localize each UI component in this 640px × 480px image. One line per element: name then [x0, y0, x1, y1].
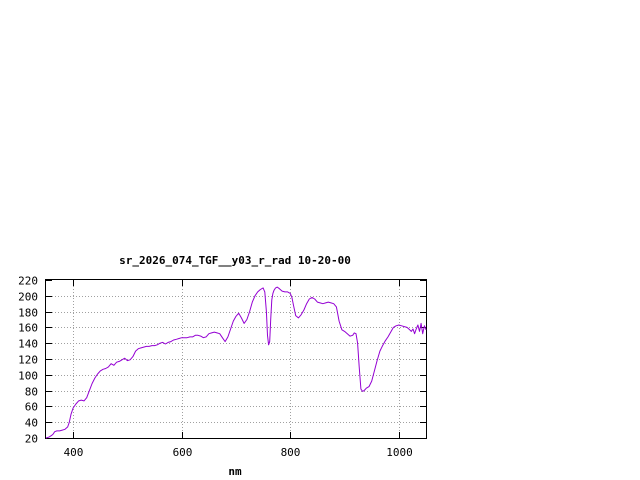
- x-tick-label: 400: [64, 446, 84, 459]
- x-tick-labels: 400 600 800 1000: [64, 446, 413, 459]
- y-tick-label: 20: [25, 433, 38, 446]
- chart-title: sr_2026_074_TGF__y03_r_rad 10-20-00: [119, 254, 351, 267]
- series-line: [45, 286, 427, 439]
- y-tick-label: 180: [18, 307, 38, 320]
- y-tick-label: 40: [25, 417, 38, 430]
- y-tick-label: 220: [18, 275, 38, 288]
- x-axis-label: nm: [228, 465, 242, 478]
- x-tick-label: 600: [173, 446, 193, 459]
- y-tick-label: 200: [18, 291, 38, 304]
- x-tick-label: 1000: [386, 446, 413, 459]
- y-tick-label: 60: [25, 401, 38, 414]
- y-tick-labels: 20 40 60 80 100 120 140 160 180 200 220: [18, 275, 38, 446]
- y-tick-label: 100: [18, 370, 38, 383]
- y-tick-label: 80: [25, 386, 38, 399]
- y-tick-label: 140: [18, 338, 38, 351]
- grid-lines: [46, 280, 426, 438]
- series-layer: [45, 286, 427, 439]
- plot-frame: [45, 279, 427, 439]
- y-tick-label: 120: [18, 354, 38, 367]
- y-tick-label: 160: [18, 322, 38, 335]
- x-tick-label: 800: [281, 446, 301, 459]
